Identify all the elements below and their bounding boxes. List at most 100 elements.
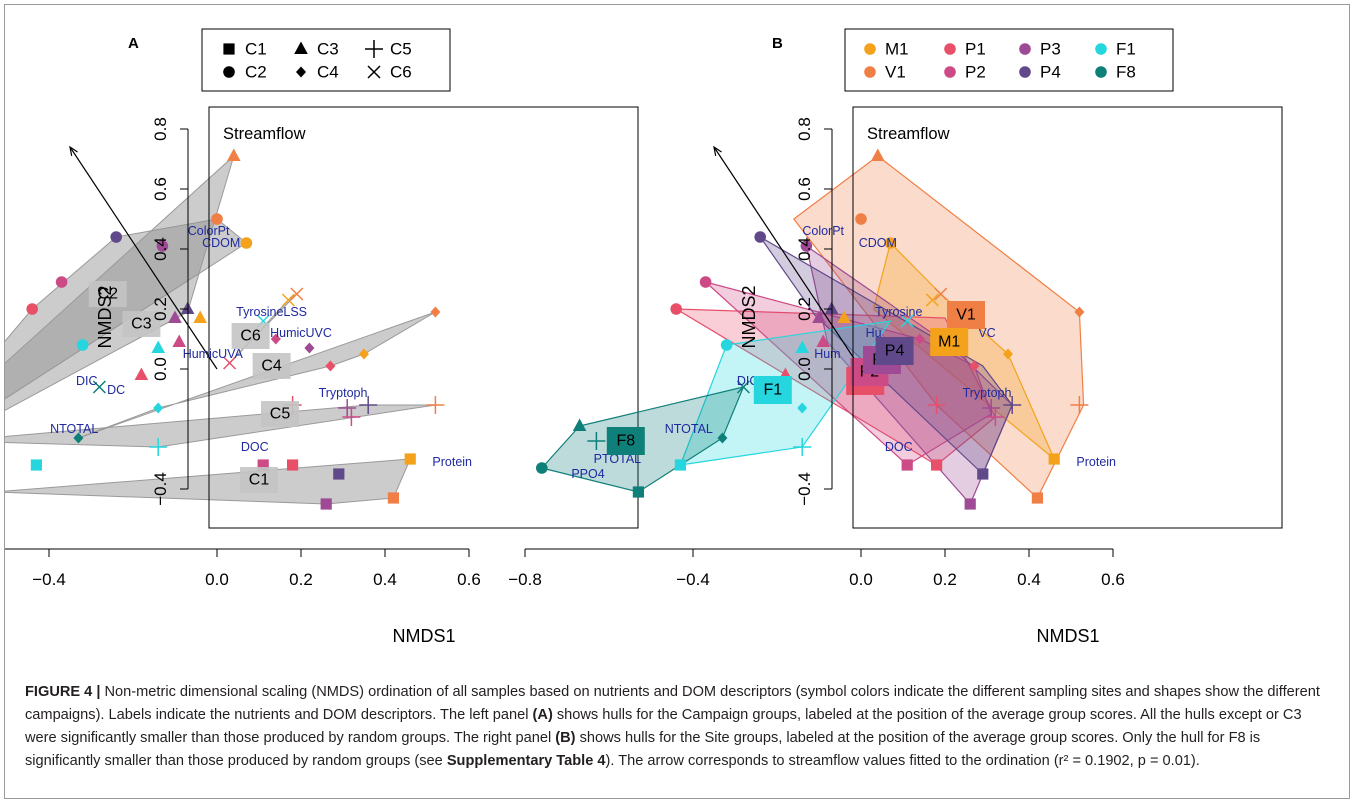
point-V1-C5 bbox=[426, 396, 445, 414]
point-P2-C2 bbox=[55, 276, 68, 288]
legend-label-P1: P1 bbox=[965, 40, 986, 59]
point-P2-C2 bbox=[699, 276, 712, 288]
point-P4-C5 bbox=[1003, 396, 1022, 414]
caption-text-4: ). The arrow corresponds to streamflow v… bbox=[605, 753, 1200, 769]
point-P1-C3 bbox=[134, 367, 149, 380]
legend-label-M1: M1 bbox=[885, 40, 909, 59]
group-label-box bbox=[231, 323, 270, 349]
variable-label: DC bbox=[107, 383, 125, 397]
x-tick-label: 0.0 bbox=[849, 570, 873, 589]
y-tick-label: 0.2 bbox=[151, 297, 170, 321]
caption-text-1: Non-metric dimensional scaling (NMDS) or… bbox=[25, 684, 1320, 723]
x-tick-label: 0.6 bbox=[457, 570, 481, 589]
point-V1-C4 bbox=[430, 306, 441, 318]
group-label-C2: C2 bbox=[98, 286, 119, 303]
point-P1-C2 bbox=[26, 303, 38, 315]
point-V1-C5 bbox=[1070, 396, 1089, 414]
legend-label-P3: P3 bbox=[1040, 40, 1061, 59]
group-label-C3: C3 bbox=[131, 316, 152, 333]
variable-label: Protein bbox=[432, 455, 472, 469]
variable-label: Hum bbox=[814, 347, 840, 361]
legend-marker-M1 bbox=[864, 43, 876, 55]
group-label-box bbox=[606, 427, 645, 455]
point-F8-C4 bbox=[717, 432, 728, 444]
legend-marker-C5 bbox=[365, 40, 383, 58]
point-F1-C3 bbox=[795, 340, 809, 353]
point-F1-C5 bbox=[793, 438, 812, 456]
y-tick-label: 0.0 bbox=[151, 357, 170, 381]
legend-box bbox=[844, 28, 1174, 92]
group-label-box bbox=[240, 467, 278, 493]
caption-text-3: shows hulls for the Site groups, labeled… bbox=[25, 730, 1261, 769]
point-F1-C2 bbox=[720, 339, 733, 351]
y-tick-label: 0.6 bbox=[795, 177, 814, 201]
point-M1-C3 bbox=[837, 310, 851, 323]
point-F8-C6 bbox=[92, 380, 106, 394]
legend-label-F8: F8 bbox=[1116, 63, 1136, 82]
group-label-box bbox=[753, 376, 792, 404]
caption-bold-a: (A) bbox=[532, 707, 553, 723]
point-P2-C4 bbox=[270, 333, 281, 345]
streamflow-label: Streamflow bbox=[223, 125, 306, 143]
point-M1-C1 bbox=[404, 453, 416, 465]
point-P3-C5 bbox=[338, 399, 357, 417]
point-V1-C6 bbox=[290, 287, 304, 301]
point-P2-C4 bbox=[914, 333, 925, 345]
variable-label: PTOTAL bbox=[594, 452, 642, 466]
legend-label-P2: P2 bbox=[965, 63, 986, 82]
streamflow-label: Streamflow bbox=[867, 125, 950, 143]
streamflow-arrowhead bbox=[713, 145, 722, 156]
group-label-C6: C6 bbox=[240, 328, 261, 345]
x-tick-label: 0.0 bbox=[205, 570, 229, 589]
variable-label: TyrosineLSS bbox=[236, 305, 307, 319]
group-label-box bbox=[252, 353, 291, 379]
point-P1-C4 bbox=[969, 360, 980, 372]
caption-supplementary-table: Supplementary Table 4 bbox=[446, 753, 606, 769]
x-tick-label: 0.2 bbox=[289, 570, 313, 589]
streamflow-arrow bbox=[69, 146, 218, 370]
legend-marker-V1 bbox=[864, 66, 876, 78]
point-M1-C2 bbox=[884, 237, 897, 249]
legend-marker-C6 bbox=[367, 65, 381, 79]
x-tick-label: −0.8 bbox=[508, 570, 542, 589]
variable-label: PPO4 bbox=[571, 467, 604, 481]
group-label-box bbox=[875, 337, 914, 365]
y-tick-label: 0.4 bbox=[151, 237, 170, 261]
point-P3-C1 bbox=[964, 498, 976, 510]
x-tick-label: 0.4 bbox=[1017, 570, 1041, 589]
variable-label: DOC bbox=[885, 440, 913, 454]
point-F1-C3 bbox=[151, 340, 165, 353]
point-F8-C4 bbox=[73, 432, 84, 444]
x-tick-label: 0.4 bbox=[373, 570, 397, 589]
point-F8-C1 bbox=[632, 486, 644, 498]
legend-marker-C1 bbox=[223, 43, 235, 55]
group-label-C4: C4 bbox=[261, 358, 282, 375]
point-V1-C3 bbox=[871, 148, 885, 161]
legend-marker-F1 bbox=[1095, 43, 1107, 55]
y-tick-label: 0.4 bbox=[795, 237, 814, 261]
legend-marker-C4 bbox=[296, 66, 306, 78]
group-label-C5: C5 bbox=[270, 406, 291, 423]
point-M1-C6 bbox=[281, 293, 295, 307]
streamflow-arrow bbox=[713, 146, 862, 370]
point-M1-C4 bbox=[359, 348, 369, 360]
caption-bold-b: (B) bbox=[555, 730, 576, 746]
point-F1-C2 bbox=[76, 339, 89, 351]
point-F8-C6 bbox=[736, 380, 750, 394]
point-F1-C1 bbox=[674, 459, 686, 471]
point-P1-C2 bbox=[670, 303, 682, 315]
legend-box bbox=[201, 28, 451, 92]
point-F1-C4 bbox=[797, 402, 808, 414]
point-P3-C2 bbox=[800, 240, 813, 252]
point-F1-C6 bbox=[900, 314, 914, 328]
legend-label-V1: V1 bbox=[885, 63, 906, 82]
point-P1-C5 bbox=[927, 396, 946, 414]
point-P1-C6 bbox=[223, 356, 237, 370]
variable-label: VC bbox=[978, 326, 995, 340]
point-V1-C6 bbox=[934, 287, 948, 301]
point-M1-C1 bbox=[1048, 453, 1060, 465]
nmds-figure: A Streamflow ColorPt CDOM TyrosineLSS HumicUV… bbox=[5, 28, 1283, 646]
legend-marker-P2 bbox=[944, 66, 956, 78]
plot-frame bbox=[208, 106, 639, 529]
hull-C1 bbox=[5, 458, 411, 505]
